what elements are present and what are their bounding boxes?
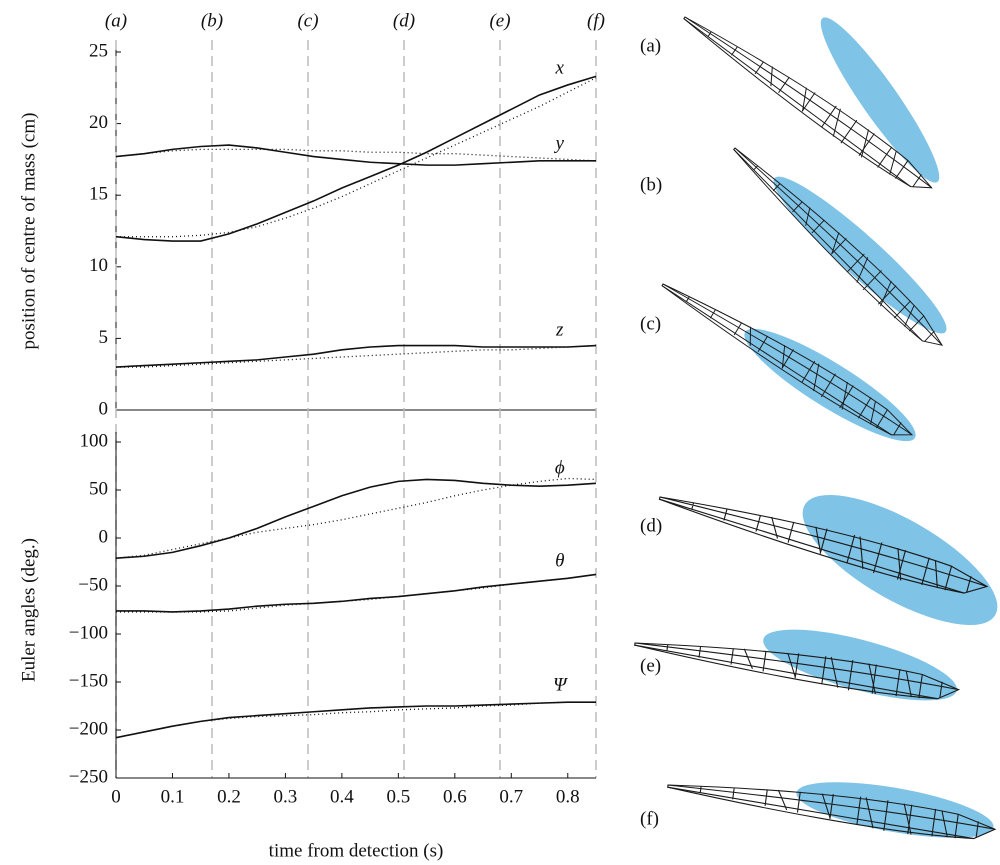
fish-mesh xyxy=(724,138,952,356)
x-tick-label: 0 xyxy=(111,786,121,807)
series-label: z xyxy=(555,319,564,340)
y-tick-label: −200 xyxy=(69,718,108,739)
y-tick-label: 5 xyxy=(99,327,109,348)
panel-label: (d) xyxy=(640,515,662,536)
fish-body xyxy=(820,17,940,183)
x-axis-title: time from detection (s) xyxy=(269,840,444,861)
model-line xyxy=(115,148,597,162)
model-line xyxy=(116,77,597,238)
x-tick-label: 0.1 xyxy=(161,786,185,807)
y-tick-label: 50 xyxy=(89,478,108,499)
series-label: ϕ xyxy=(555,458,565,479)
y-tick-label: −100 xyxy=(69,622,108,643)
event-label: (e) xyxy=(489,10,510,31)
event-label: (a) xyxy=(105,10,127,31)
panel-label: (e) xyxy=(640,655,661,676)
data-line xyxy=(115,701,596,739)
fish-panel-labels: (a) (b) (c) (d) (e) (f) xyxy=(640,35,662,829)
fish-body xyxy=(802,495,998,625)
fish-body xyxy=(773,176,947,334)
fish-body xyxy=(763,629,957,701)
x-tick-label: 0.4 xyxy=(330,786,354,807)
x-tick-label: 0.6 xyxy=(443,786,467,807)
x-tick-label: 0.2 xyxy=(217,786,241,807)
y-tick-label: 15 xyxy=(89,184,108,205)
y-axis-title: position of centre of mass (cm) xyxy=(18,113,39,350)
y-tick-label: 20 xyxy=(89,112,108,133)
y-axis-title: Euler angles (deg.) xyxy=(18,538,39,682)
series-label: x xyxy=(555,57,565,78)
panel-label: (a) xyxy=(640,35,661,56)
y-tick-label: 0 xyxy=(99,398,109,419)
event-label: (f) xyxy=(587,10,605,31)
event-label: (d) xyxy=(393,10,415,31)
series-label: y xyxy=(554,133,565,154)
series-label: Ψ xyxy=(553,675,568,696)
model-line xyxy=(115,477,597,559)
y-tick-label: 25 xyxy=(89,40,108,61)
data-line xyxy=(115,144,596,166)
event-label: (c) xyxy=(297,10,318,31)
y-tick-label: 10 xyxy=(89,255,108,276)
x-tick-label: 0.5 xyxy=(386,786,410,807)
x-tick-label: 0.7 xyxy=(499,786,523,807)
fish-illustrations xyxy=(632,5,998,847)
data-line xyxy=(115,344,597,368)
panel-label: (c) xyxy=(640,313,661,334)
data-line xyxy=(115,75,597,242)
y-tick-label: 100 xyxy=(80,430,109,451)
model-line xyxy=(116,573,597,613)
x-tick-label: 0.3 xyxy=(274,786,298,807)
model-line xyxy=(116,344,597,368)
model-line xyxy=(115,701,596,739)
data-line xyxy=(115,478,597,559)
y-tick-label: −250 xyxy=(69,766,108,787)
panel-label: (f) xyxy=(640,808,659,829)
panel-label: (b) xyxy=(640,174,662,195)
series-label: θ xyxy=(555,551,564,572)
y-tick-label: −150 xyxy=(69,670,108,691)
data-line xyxy=(116,573,597,613)
y-tick-label: 0 xyxy=(99,526,109,547)
event-label: (b) xyxy=(201,10,223,31)
x-tick-label: 0.8 xyxy=(556,786,580,807)
y-tick-label: −50 xyxy=(78,574,108,595)
